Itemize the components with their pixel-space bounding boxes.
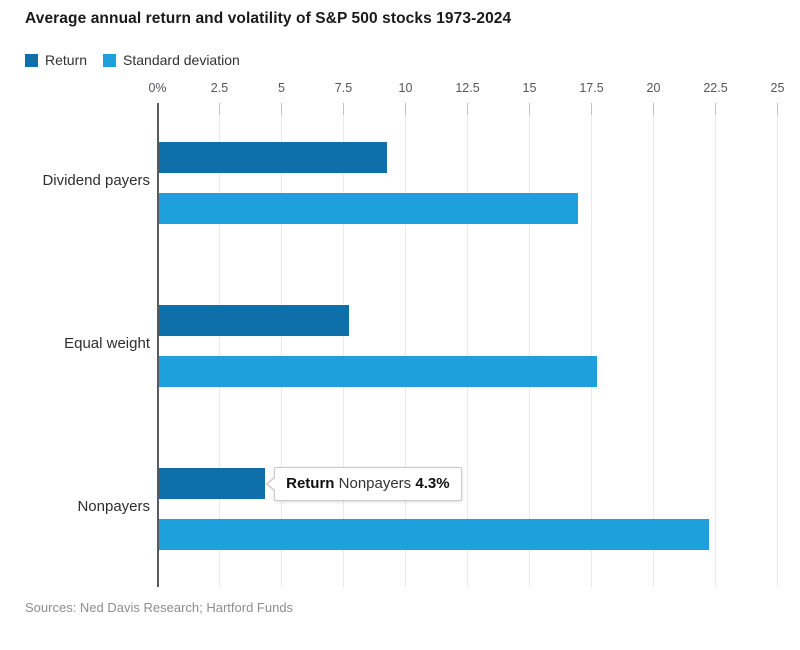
category-label: Dividend payers	[42, 172, 150, 189]
axis-tick-mark	[715, 103, 716, 115]
category-label: Nonpayers	[77, 498, 150, 515]
axis-tick-label: 5	[278, 81, 285, 95]
grid-line	[591, 103, 592, 587]
axis-tick-label: 20	[646, 81, 661, 95]
bar-return[interactable]	[158, 468, 266, 499]
axis-tick-mark	[591, 103, 592, 115]
grid-line	[405, 103, 406, 587]
bar-std-dev[interactable]	[158, 356, 598, 387]
axis-tick-label: 12.5	[455, 81, 480, 95]
bar-std-dev[interactable]	[158, 193, 578, 224]
axis-tick-label: 25	[770, 81, 785, 95]
tooltip-series: Return	[286, 474, 335, 492]
legend-label-std-dev: Standard deviation	[123, 52, 240, 68]
return-swatch-icon	[25, 53, 38, 67]
axis-tick-label: 7.5	[334, 81, 353, 95]
axis-tick-mark	[467, 103, 468, 115]
axis-tick-label: 2.5	[210, 81, 229, 95]
grid-line	[715, 103, 716, 587]
axis-tick-label: 0%	[148, 81, 167, 95]
grid-line	[343, 103, 344, 587]
bar-return[interactable]	[158, 142, 387, 173]
legend-item-return: Return	[25, 52, 87, 68]
y-axis-line	[156, 103, 159, 587]
tooltip: Return Nonpayers 4.3%	[266, 466, 462, 501]
category-label: Equal weight	[64, 335, 150, 352]
chart-title: Average annual return and volatility of …	[25, 10, 512, 27]
axis-tick-mark	[777, 103, 778, 115]
bar-std-dev[interactable]	[158, 519, 710, 550]
grid-line	[281, 103, 282, 587]
grid-line	[467, 103, 468, 587]
source-note: Sources: Ned Davis Research; Hartford Fu…	[25, 600, 294, 615]
tooltip-value: 4.3%	[415, 474, 450, 492]
std-dev-swatch-icon	[103, 53, 117, 67]
legend-label-return: Return	[45, 52, 88, 68]
axis-tick-mark	[343, 103, 344, 115]
grid-line	[219, 103, 220, 587]
axis-tick-mark	[281, 103, 282, 115]
axis-tick-label: 15	[522, 81, 537, 95]
axis-tick-mark	[219, 103, 220, 115]
grid-line	[529, 103, 530, 587]
grid-line	[777, 103, 778, 587]
bar-return[interactable]	[158, 305, 350, 336]
axis-tick-mark	[653, 103, 654, 115]
legend: Return Standard deviation	[25, 52, 240, 68]
legend-item-std-dev: Standard deviation	[103, 52, 240, 68]
axis-tick-mark	[405, 103, 406, 115]
grid-line	[653, 103, 654, 587]
axis-tick-label: 10	[398, 81, 413, 95]
axis-tick-mark	[529, 103, 530, 115]
tooltip-category: Nonpayers	[338, 474, 412, 492]
axis-tick-label: 17.5	[579, 81, 604, 95]
axis-tick-label: 22.5	[703, 81, 728, 95]
